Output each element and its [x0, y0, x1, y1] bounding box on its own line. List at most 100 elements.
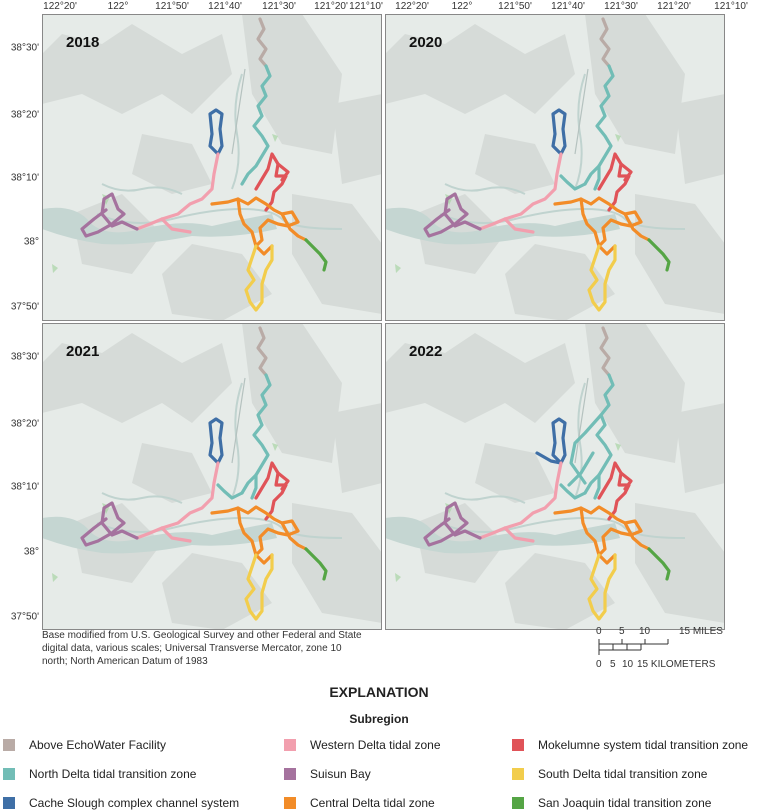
legend-swatch: [3, 739, 15, 751]
route-north-delta-branch: [216, 483, 244, 500]
route-san-joaquin: [304, 238, 328, 272]
route-mokelumne-branch: [276, 162, 290, 182]
explanation-title: EXPLANATION: [329, 684, 429, 700]
legend-label: San Joaquin tidal transition zone: [538, 796, 712, 810]
map-canvas: [42, 14, 382, 321]
route-north-delta-branch: [559, 483, 587, 500]
route-san-joaquin: [647, 547, 671, 581]
channel-line: [444, 183, 526, 195]
legend-label: South Delta tidal transition zone: [538, 767, 708, 781]
legend-label: Mokelumne system tidal transition zone: [538, 738, 749, 752]
scale-miles-tick: 15 MILES: [679, 626, 723, 637]
route-central-delta-branch: [579, 506, 617, 565]
land-patch: [162, 553, 272, 630]
latitude-label: 38°10': [10, 481, 39, 493]
channel-line: [231, 382, 243, 499]
land-patch: [132, 443, 212, 503]
panel-frame: [385, 14, 725, 321]
legend-swatch: [512, 797, 524, 809]
land-patch: [42, 333, 232, 423]
channel-line: [101, 183, 183, 195]
land-patch: [42, 24, 232, 114]
scale-bar: 0 5 10 15 MILES 0 5 10 15 KILOMETERS: [585, 626, 755, 672]
longitude-label: 121°30': [262, 1, 296, 12]
legend-item-central-delta: Central Delta tidal zone: [284, 796, 435, 810]
bay-water: [385, 207, 620, 245]
longitude-label: 122°20': [43, 1, 77, 12]
route-cache-slough: [208, 108, 224, 156]
legend-label: North Delta tidal transition zone: [29, 767, 197, 781]
route-western-delta-loop: [160, 217, 192, 234]
deep-water-channel: [574, 377, 589, 464]
route-cache-slough: [208, 417, 224, 465]
route-mokelumne-branch: [619, 162, 633, 182]
route-north-delta-branch: [559, 174, 587, 191]
land-patch: [505, 244, 615, 321]
route-western-delta-loop: [160, 526, 192, 543]
route-central-delta-branch: [236, 197, 274, 256]
legend-item-suisun-bay: Suisun Bay: [284, 767, 371, 781]
land-patch: [385, 333, 575, 423]
legend-item-south-delta: South Delta tidal transition zone: [512, 767, 707, 781]
legend-label: Above EchoWater Facility: [29, 738, 166, 752]
panel-year-label: 2020: [409, 34, 443, 51]
route-above-echowater: [256, 17, 268, 68]
legend-item-western-delta: Western Delta tidal zone: [284, 738, 441, 752]
legend-item-mokelumne: Mokelumne system tidal transition zone: [512, 738, 748, 752]
deep-water-channel: [574, 68, 589, 155]
map-panel-2018: 2018: [42, 14, 382, 321]
route-san-joaquin: [304, 547, 328, 581]
route-cache-slough: [551, 108, 567, 156]
land-patch: [635, 503, 725, 623]
route-mokelumne: [254, 152, 288, 212]
longitude-label: 122°: [451, 1, 473, 12]
map-canvas: [42, 323, 382, 630]
latitude-label: 37°50': [10, 611, 39, 623]
route-north-delta-extra: [567, 451, 595, 487]
legend-item-north-delta: North Delta tidal transition zone: [3, 767, 196, 781]
route-western-delta-loop: [503, 217, 535, 234]
land-patch: [132, 134, 212, 194]
legend-swatch: [3, 797, 15, 809]
route-south-delta: [587, 553, 617, 621]
explanation-subtitle: Subregion: [349, 712, 409, 726]
land-patch: [162, 244, 272, 321]
latitude-label: 38°30': [10, 42, 39, 54]
route-cache-slough-branch: [535, 451, 563, 465]
map-canvas: [385, 323, 725, 630]
route-suisun-bay: [423, 501, 482, 547]
channel-line: [444, 492, 526, 504]
route-mokelumne: [597, 152, 631, 212]
map-panel-2021: 2021: [42, 323, 382, 630]
land-patch: [292, 503, 382, 623]
route-suisun-bay: [80, 192, 139, 238]
legend-swatch: [512, 739, 524, 751]
scale-bar-graphic: [598, 639, 669, 655]
longitude-label: 121°20': [314, 1, 348, 12]
map-panel-2020: 2020: [385, 14, 725, 321]
land-patch: [292, 194, 382, 314]
legend-label: Suisun Bay: [310, 767, 371, 781]
route-central-delta: [210, 196, 300, 248]
land-patch: [475, 443, 555, 503]
route-north-delta: [240, 64, 272, 186]
bay-water: [385, 516, 620, 554]
deep-water-channel: [231, 377, 246, 464]
panel-frame: [42, 14, 382, 321]
route-central-delta-east: [623, 212, 651, 242]
route-western-delta: [135, 461, 220, 540]
latitude-label: 38°30': [10, 351, 39, 363]
route-central-delta-east: [280, 521, 308, 551]
route-western-delta: [478, 152, 563, 231]
route-north-delta-extra: [569, 413, 603, 485]
legend-swatch: [284, 739, 296, 751]
route-central-delta-branch: [236, 506, 274, 565]
legend-item-cache-slough: Cache Slough complex channel system: [3, 796, 239, 810]
route-north-delta-branch: [593, 164, 601, 191]
land-patch: [385, 24, 575, 114]
land-patch: [475, 134, 555, 194]
route-central-delta: [210, 505, 300, 557]
scale-km-tick: 15 KILOMETERS: [637, 659, 716, 670]
route-central-delta-east: [623, 521, 651, 551]
land-patch: [675, 403, 725, 493]
